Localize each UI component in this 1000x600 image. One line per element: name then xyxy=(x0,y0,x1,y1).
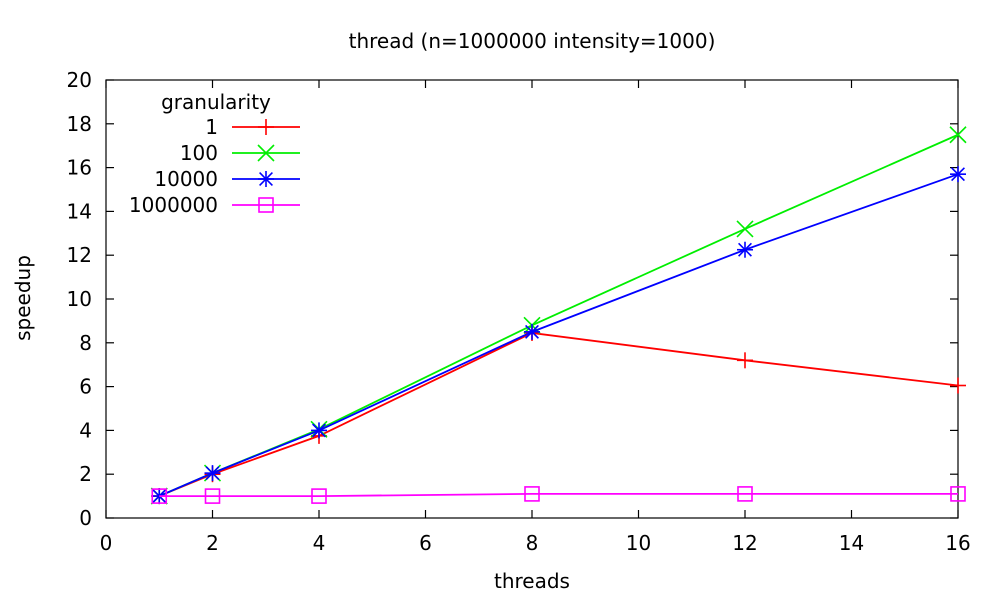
data-point-10000 xyxy=(737,241,753,258)
series-1 xyxy=(151,324,966,505)
series-line-10000 xyxy=(158,173,959,497)
series-line-1 xyxy=(158,332,959,497)
data-point-1000000 xyxy=(311,488,327,504)
legend-swatch-marker xyxy=(258,171,274,187)
legend-entry-100: 100 xyxy=(180,141,300,165)
x-tick-label: 10 xyxy=(626,531,651,555)
y-axis: 0 2 4 6 8 10 12 14 16 18 20 xyxy=(67,68,958,530)
y-tick-label: 14 xyxy=(67,199,92,223)
legend-entry-1000000: 1000000 xyxy=(129,193,300,217)
x-tick-label: 0 xyxy=(100,531,113,555)
series-1000000 xyxy=(151,486,966,504)
data-point-1 xyxy=(950,377,966,394)
data-point-100 xyxy=(949,126,967,144)
data-point-10000 xyxy=(311,422,327,439)
legend-entry-1: 1 xyxy=(205,115,300,139)
x-tick-label: 14 xyxy=(839,531,864,555)
data-point-10000 xyxy=(950,166,966,183)
series-layer xyxy=(150,126,967,505)
data-point-100 xyxy=(736,220,754,238)
y-tick-label: 20 xyxy=(67,68,92,92)
data-point-1000000 xyxy=(737,486,753,502)
legend-label: 100 xyxy=(180,141,218,165)
x-axis-label: threads xyxy=(494,569,570,593)
chart-title: thread (n=1000000 intensity=1000) xyxy=(349,29,716,53)
data-point-1000000 xyxy=(950,486,966,502)
x-tick-label: 12 xyxy=(732,531,757,555)
data-point-1000000 xyxy=(524,486,540,502)
y-tick-label: 10 xyxy=(67,287,92,311)
legend-entry-10000: 10000 xyxy=(154,167,300,191)
x-tick-label: 8 xyxy=(526,531,539,555)
y-tick-label: 2 xyxy=(79,462,92,486)
data-point-1000000 xyxy=(204,488,221,504)
legend-title: granularity xyxy=(161,90,271,114)
x-axis: 0 2 4 6 8 10 12 14 16 xyxy=(100,80,971,555)
data-point-1 xyxy=(737,352,753,369)
series-line-100 xyxy=(158,133,959,497)
x-tick-label: 16 xyxy=(945,531,970,555)
y-tick-label: 0 xyxy=(79,506,92,530)
y-tick-label: 4 xyxy=(79,418,92,442)
x-tick-label: 4 xyxy=(313,531,326,555)
data-point-10000 xyxy=(204,465,221,482)
x-tick-label: 6 xyxy=(419,531,432,555)
y-tick-label: 12 xyxy=(67,243,92,267)
legend-label: 1000000 xyxy=(129,193,218,217)
series-100 xyxy=(150,126,967,505)
legend-swatch-marker xyxy=(258,119,274,135)
legend-swatch-marker xyxy=(257,144,275,162)
data-point-1000000 xyxy=(151,488,168,504)
data-point-10000 xyxy=(524,323,540,340)
y-tick-label: 16 xyxy=(67,156,92,180)
legend-label: 1 xyxy=(205,115,218,139)
y-tick-label: 6 xyxy=(79,375,92,399)
plot-frame xyxy=(105,79,959,519)
series-line-1000000 xyxy=(159,493,958,498)
x-tick-label: 2 xyxy=(206,531,219,555)
legend-label: 10000 xyxy=(154,167,218,191)
y-tick-label: 18 xyxy=(67,112,92,136)
y-axis-label: speedup xyxy=(11,255,35,341)
series-10000 xyxy=(151,166,966,505)
legend-swatch-marker xyxy=(258,197,274,213)
y-tick-label: 8 xyxy=(79,331,92,355)
